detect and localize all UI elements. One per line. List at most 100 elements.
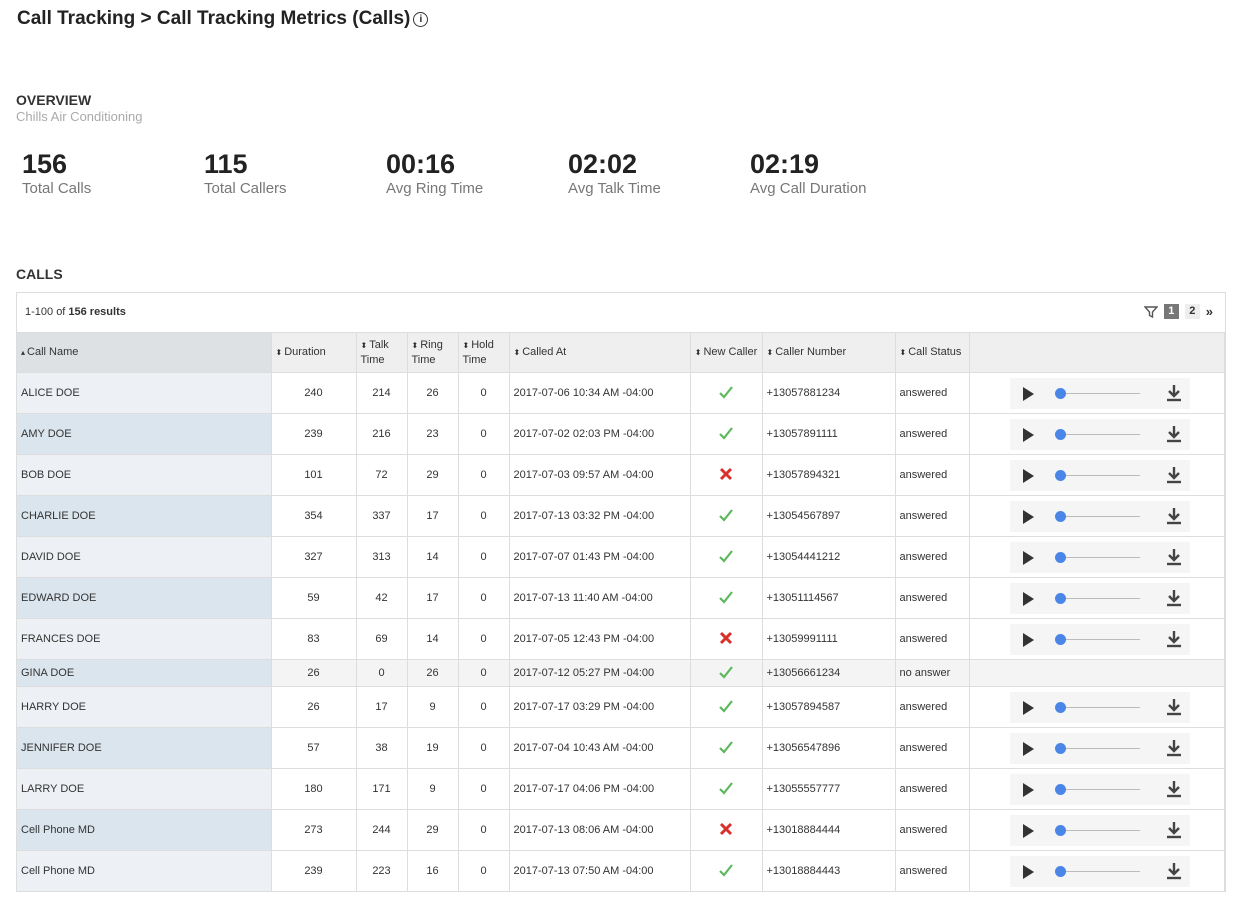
table-cell: 0 <box>458 727 510 769</box>
seek-handle[interactable] <box>1054 387 1066 399</box>
column-header[interactable]: Call Status <box>895 333 970 373</box>
play-button[interactable] <box>1022 550 1034 565</box>
download-button[interactable] <box>1166 466 1182 484</box>
section-subtitle: Chills Air Conditioning <box>16 109 143 124</box>
table-cell: 273 <box>271 809 357 851</box>
new-caller-cell <box>690 727 763 769</box>
download-button[interactable] <box>1166 739 1182 757</box>
column-header[interactable]: Talk Time <box>356 333 408 373</box>
seek-handle[interactable] <box>1054 510 1066 522</box>
table-cell: 17 <box>356 686 408 728</box>
seek-handle[interactable] <box>1054 701 1066 713</box>
table-cell: answered <box>895 454 970 496</box>
table-cell: 171 <box>356 768 408 810</box>
table-cell: 2017-07-03 09:57 AM -04:00 <box>509 454 691 496</box>
table-cell: 327 <box>271 536 357 578</box>
table-cell: answered <box>895 686 970 728</box>
seek-handle[interactable] <box>1054 783 1066 795</box>
play-button[interactable] <box>1022 741 1034 756</box>
table-cell: BOB DOE <box>17 454 272 496</box>
table-cell: 223 <box>356 850 408 891</box>
table-cell: +13059991111 <box>762 618 896 660</box>
seek-handle[interactable] <box>1054 742 1066 754</box>
seek-handle[interactable] <box>1054 633 1066 645</box>
table-cell: 26 <box>407 659 459 687</box>
download-button[interactable] <box>1166 630 1182 648</box>
filter-icon[interactable] <box>1143 305 1158 319</box>
stat-value: 02:02 <box>568 149 638 179</box>
table-cell: 240 <box>271 372 357 414</box>
play-button[interactable] <box>1022 632 1034 647</box>
table-cell: 19 <box>407 727 459 769</box>
column-header[interactable]: Ring Time <box>407 333 459 373</box>
download-button[interactable] <box>1166 425 1182 443</box>
column-header[interactable]: Caller Number <box>762 333 896 373</box>
seek-handle[interactable] <box>1054 469 1066 481</box>
table-cell: GINA DOE <box>17 659 272 687</box>
table-cell: 0 <box>458 536 510 578</box>
stat-label: Avg Talk Time <box>568 180 661 197</box>
play-button[interactable] <box>1022 427 1034 442</box>
download-button[interactable] <box>1166 862 1182 880</box>
table-cell: 57 <box>271 727 357 769</box>
table-cell: 0 <box>458 413 510 455</box>
next-page[interactable]: » <box>1205 304 1213 319</box>
play-button[interactable] <box>1022 864 1034 879</box>
download-button[interactable] <box>1166 548 1182 566</box>
table-row: ALICE DOE 240 214 26 0 2017-07-06 10:34 AM -0… <box>17 372 1225 414</box>
audio-player <box>1009 623 1190 655</box>
table-cell: 23 <box>407 413 459 455</box>
player-cell <box>969 686 1225 728</box>
info-icon[interactable]: i <box>413 12 429 27</box>
seek-handle[interactable] <box>1054 428 1066 440</box>
column-header[interactable]: New Caller <box>690 333 763 373</box>
play-button[interactable] <box>1022 823 1034 838</box>
audio-player <box>1009 814 1190 846</box>
download-button[interactable] <box>1166 507 1182 525</box>
table-cell: 2017-07-17 03:29 PM -04:00 <box>509 686 691 728</box>
table-cell: answered <box>895 413 970 455</box>
page-button[interactable]: 2 <box>1184 304 1200 319</box>
table-cell: 17 <box>407 577 459 619</box>
play-button[interactable] <box>1022 782 1034 797</box>
page-title: Call Tracking > Call Tracking Metrics (C… <box>17 8 429 30</box>
play-button[interactable] <box>1022 700 1034 715</box>
column-header[interactable]: Duration <box>271 333 357 373</box>
player-cell <box>969 372 1225 414</box>
table-cell: 101 <box>271 454 357 496</box>
page-button[interactable]: 1 <box>1163 304 1179 319</box>
seek-handle[interactable] <box>1054 865 1066 877</box>
download-button[interactable] <box>1166 384 1182 402</box>
table-cell: 2017-07-17 04:06 PM -04:00 <box>509 768 691 810</box>
play-button[interactable] <box>1022 386 1034 401</box>
player-cell <box>969 727 1225 769</box>
download-icon <box>1166 548 1181 565</box>
download-button[interactable] <box>1166 698 1182 716</box>
table-cell: 0 <box>458 659 510 687</box>
table-cell: 0 <box>458 768 510 810</box>
play-button[interactable] <box>1022 591 1034 606</box>
column-header[interactable]: Hold Time <box>458 333 510 373</box>
seek-handle[interactable] <box>1054 551 1066 563</box>
seek-track <box>1059 474 1140 476</box>
table-cell: answered <box>895 809 970 851</box>
download-button[interactable] <box>1166 780 1182 798</box>
player-cell <box>969 536 1225 578</box>
table-cell: 216 <box>356 413 408 455</box>
player-cell <box>969 659 1225 687</box>
table-row: AMY DOE 239 216 23 0 2017-07-02 02:03 PM -04:… <box>17 413 1225 455</box>
download-button[interactable] <box>1166 821 1182 839</box>
column-header[interactable]: Called At <box>509 333 691 373</box>
column-header[interactable]: Call Name <box>17 333 272 373</box>
seek-handle[interactable] <box>1054 592 1066 604</box>
table-cell: 29 <box>407 454 459 496</box>
new-caller-cell <box>690 454 763 496</box>
table-cell: +13057891111 <box>762 413 896 455</box>
play-button[interactable] <box>1022 509 1034 524</box>
table-row: Cell Phone MD 273 244 29 0 2017-07-13 08:06 A… <box>17 809 1225 851</box>
seek-handle[interactable] <box>1054 824 1066 836</box>
download-icon <box>1166 425 1181 442</box>
play-button[interactable] <box>1022 468 1034 483</box>
download-button[interactable] <box>1166 589 1182 607</box>
table-cell: 2017-07-12 05:27 PM -04:00 <box>509 659 691 687</box>
